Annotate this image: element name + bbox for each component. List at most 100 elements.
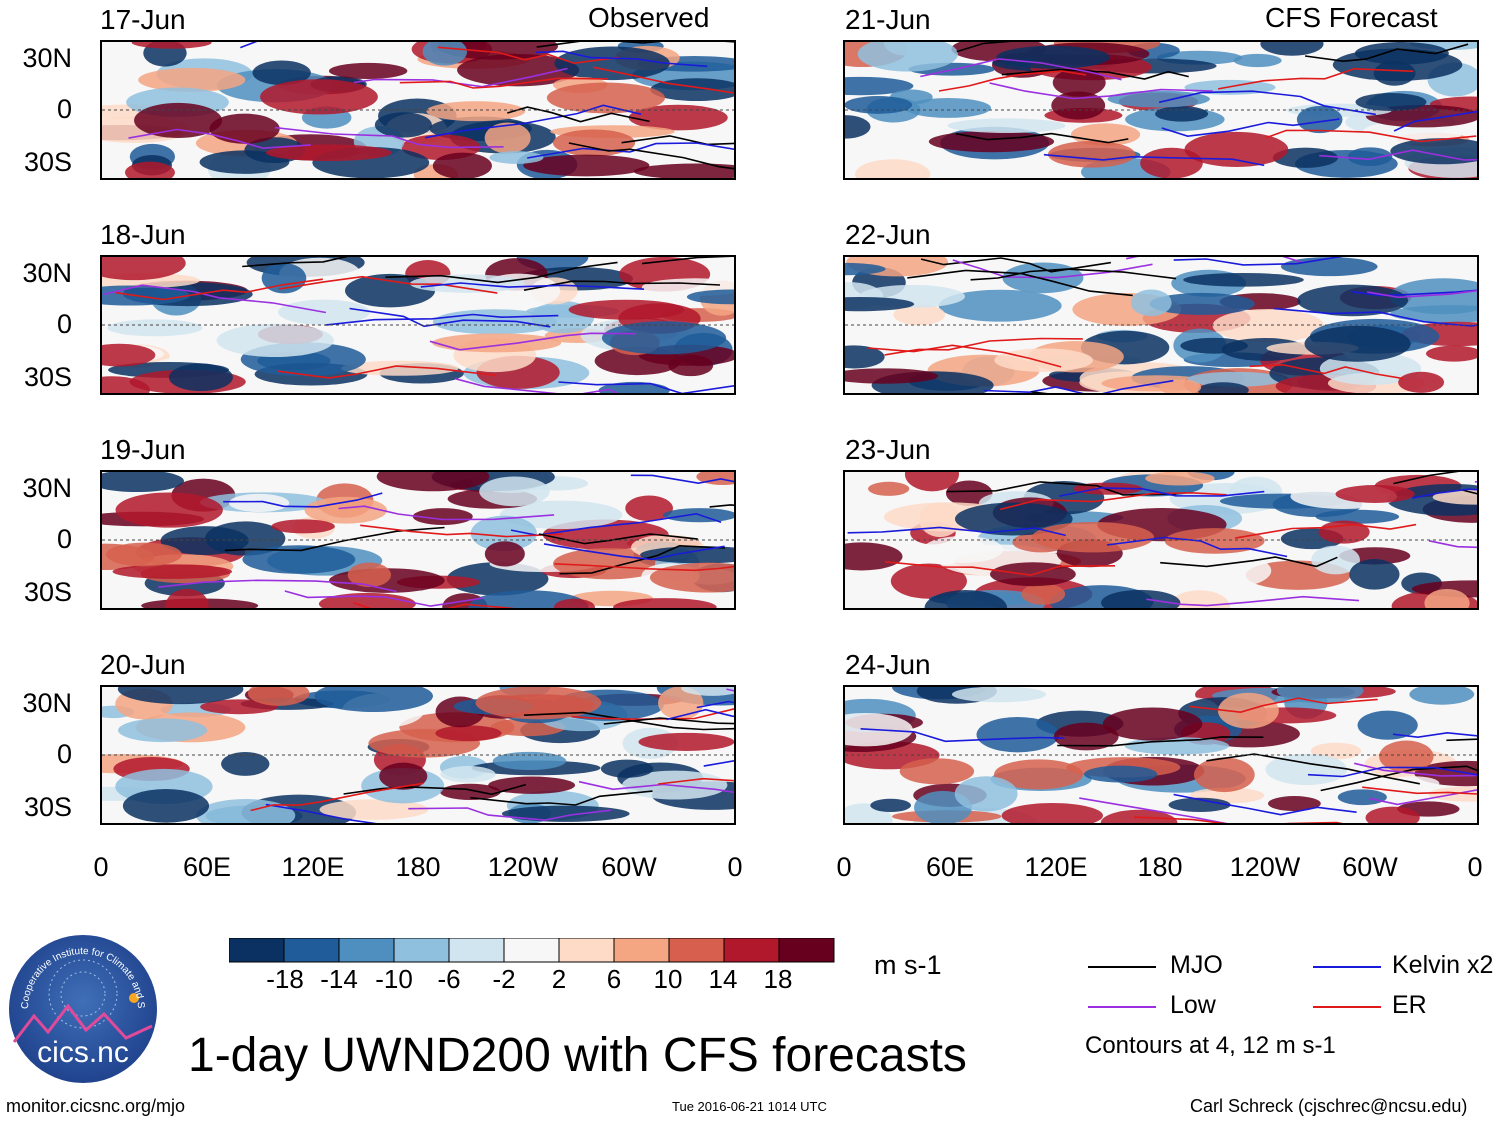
wave-contour <box>955 132 1129 144</box>
anomaly-blob <box>242 545 356 574</box>
anomaly-blob <box>347 562 392 588</box>
wave-contour <box>956 42 1012 53</box>
anomaly-blob <box>199 150 290 174</box>
colorbar-tick-label: 6 <box>606 964 622 994</box>
panel-forecast-3 <box>843 470 1479 610</box>
anomaly-blob <box>205 521 286 556</box>
anomaly-blob <box>422 42 468 66</box>
panel-date-label: 18-Jun <box>100 219 186 250</box>
anomaly-blob <box>1189 553 1272 588</box>
footer-credit: Carl Schreck (cjschrec@ncsu.edu) <box>1190 1096 1468 1116</box>
anomaly-blob <box>922 536 1004 564</box>
colorbar-bin <box>283 938 340 963</box>
anomaly-blob <box>668 354 714 377</box>
anomaly-blob <box>546 82 666 114</box>
anomaly-blob <box>938 289 1062 322</box>
wave-contour <box>424 104 642 139</box>
wave-contour <box>1411 488 1477 499</box>
wave-contour <box>592 66 734 94</box>
wave-contour <box>907 269 1133 297</box>
anomaly-blob <box>1130 289 1172 317</box>
panel-forecast-2 <box>843 255 1479 395</box>
anomaly-blob <box>131 42 212 49</box>
legend-label-mjo: MJO <box>1170 951 1223 979</box>
panel-observed-1 <box>100 40 736 180</box>
anomaly-blob <box>221 751 270 776</box>
wave-contour <box>983 379 1174 393</box>
wave-contour <box>696 700 734 709</box>
lat-tick-label: 30S <box>23 792 72 822</box>
wave-contour <box>1393 110 1477 132</box>
anomaly-blob <box>633 163 734 178</box>
anomaly-blob <box>122 788 210 823</box>
anomaly-blob <box>489 151 544 164</box>
anomaly-blob <box>1332 48 1463 81</box>
anomaly-blob <box>1389 278 1477 315</box>
lon-tick-label: 120E <box>1024 852 1088 882</box>
anomaly-blob <box>1102 707 1203 741</box>
anomaly-blob <box>1168 797 1231 812</box>
wave-contour <box>630 474 734 485</box>
anomaly-blob <box>1276 687 1364 704</box>
colorbar-tick-label: -14 <box>320 964 358 994</box>
wave-contour <box>1265 129 1477 143</box>
colorbar-bin <box>393 938 450 963</box>
anomaly-blob <box>1032 521 1154 553</box>
wave-contour <box>454 377 619 393</box>
wave-contour <box>527 142 734 159</box>
wave-contour <box>1354 762 1477 777</box>
colorbar-bin <box>668 938 725 963</box>
colorbar <box>229 938 835 963</box>
panel-forecast-4 <box>843 685 1479 825</box>
wave-contour <box>277 365 497 379</box>
lat-tick-label: 0 <box>56 309 72 339</box>
anomaly-blob <box>904 472 959 492</box>
wave-contour <box>408 807 611 821</box>
footer-timestamp: Tue 2016-06-21 1014 UTC <box>672 1099 827 1114</box>
lat-tick-label: 30N <box>22 688 72 718</box>
anomaly-blob <box>115 492 223 528</box>
wave-contour <box>1134 816 1344 823</box>
lat-tick-label: 30S <box>23 147 72 177</box>
anomaly-blob <box>379 762 428 790</box>
anomaly-blob <box>328 62 408 80</box>
anomaly-blob <box>1180 337 1248 354</box>
panel-observed-2 <box>100 255 736 395</box>
wave-contour <box>349 307 551 328</box>
anomaly-blob <box>1347 147 1393 167</box>
wave-contour <box>1393 472 1459 485</box>
wave-contour <box>523 280 721 291</box>
colorbar-tick-label: -18 <box>266 964 304 994</box>
anomaly-blob <box>994 759 1084 790</box>
anomaly-blob <box>1272 147 1338 168</box>
anomaly-blob <box>260 79 378 115</box>
anomaly-blob <box>568 299 685 320</box>
lon-tick-label: 60W <box>601 852 657 882</box>
wave-contour <box>278 275 498 294</box>
wave-contour <box>860 728 1065 743</box>
wave-contour <box>658 777 734 785</box>
anomaly-blob <box>484 122 531 154</box>
anomaly-blob <box>426 101 526 122</box>
wave-contour <box>709 504 734 508</box>
lon-tick-label: 120W <box>487 852 559 882</box>
wave-contour <box>1249 364 1404 380</box>
anomaly-blob <box>1311 545 1360 575</box>
panel-date-label: 19-Jun <box>100 434 186 465</box>
anomaly-blob <box>994 348 1093 372</box>
chart-title: 1-day UWND200 with CFS forecasts <box>188 1029 967 1082</box>
wave-contour <box>1428 540 1477 549</box>
anomaly-blob <box>954 502 1073 536</box>
anomaly-blob <box>165 588 209 608</box>
anomaly-blob <box>102 343 156 367</box>
wave-contour <box>115 278 323 301</box>
lat-tick-label: 30S <box>23 362 72 392</box>
anomaly-blob <box>435 725 502 742</box>
colorbar-tick-label: -6 <box>437 964 461 994</box>
anomaly-blob <box>374 112 432 138</box>
anomaly-blob <box>845 262 886 276</box>
anomaly-blob <box>138 67 246 92</box>
wave-contour <box>510 512 722 537</box>
anomaly-blob <box>951 687 1047 703</box>
wave-contour <box>666 708 734 721</box>
